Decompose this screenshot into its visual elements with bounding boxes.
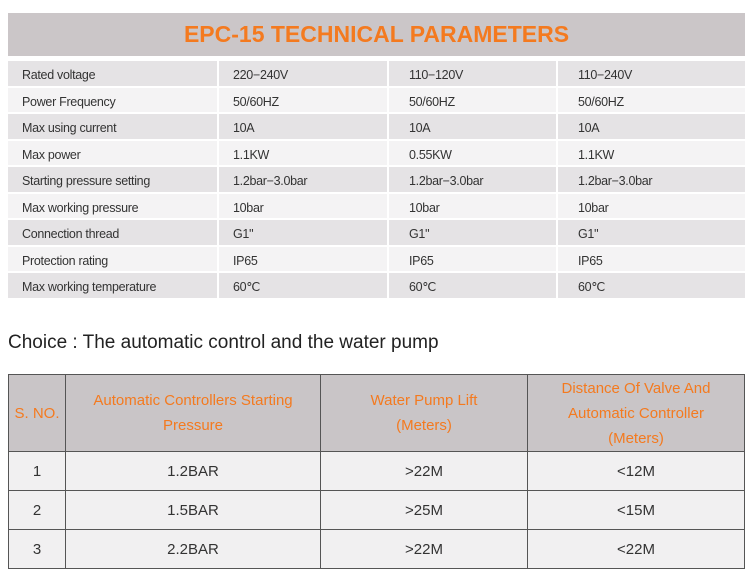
spec-table: Rated voltage 220−240V 110−120V 110−240V Po… <box>8 61 745 300</box>
param-value: G1" <box>558 220 745 247</box>
param-value: G1" <box>219 220 387 247</box>
param-label: Max working pressure <box>8 193 217 220</box>
param-value: 50/60HZ <box>389 87 556 114</box>
param-label: Power Frequency <box>8 87 217 114</box>
spec-row: Power Frequency 50/60HZ 50/60HZ 50/60HZ <box>8 87 745 114</box>
header-pump-lift: Water Pump Lift (Meters) <box>320 374 528 452</box>
param-value: 110−240V <box>558 61 745 88</box>
param-label: Connection thread <box>8 220 217 247</box>
spec-row: Max power 1.1KW 0.55KW 1.1KW <box>8 140 745 167</box>
param-label: Max working temperature <box>8 273 217 300</box>
param-value: G1" <box>389 220 556 247</box>
cell: <15M <box>527 490 745 530</box>
param-value: 10A <box>219 114 387 141</box>
param-value: 10A <box>558 114 745 141</box>
spec-row: Max working pressure 10bar 10bar 10bar <box>8 193 745 220</box>
cell: 1.5BAR <box>65 490 321 530</box>
cell: 2 <box>8 490 66 530</box>
spec-row: Protection rating IP65 IP65 IP65 <box>8 246 745 273</box>
table-row: 1 1.2BAR >22M <12M <box>8 451 745 491</box>
spec-row: Connection thread G1" G1" G1" <box>8 220 745 247</box>
choice-heading: Choice : The automatic control and the w… <box>8 332 439 353</box>
param-label: Protection rating <box>8 246 217 273</box>
cell: 1 <box>8 451 66 491</box>
cell: 3 <box>8 529 66 569</box>
cell: <12M <box>527 451 745 491</box>
page-title: EPC-15 TECHNICAL PARAMETERS <box>8 13 745 56</box>
param-value: 10bar <box>389 193 556 220</box>
param-value: 60℃ <box>219 273 387 300</box>
cell: 2.2BAR <box>65 529 321 569</box>
param-value: 220−240V <box>219 61 387 88</box>
param-value: 50/60HZ <box>558 87 745 114</box>
param-value: IP65 <box>219 246 387 273</box>
param-label: Max power <box>8 140 217 167</box>
param-label: Starting pressure setting <box>8 167 217 194</box>
param-label: Max using current <box>8 114 217 141</box>
choice-table: S. NO. Automatic Controllers Starting Pr… <box>8 374 745 569</box>
param-value: 1.2bar−3.0bar <box>389 167 556 194</box>
param-value: 1.1KW <box>219 140 387 167</box>
param-value: 0.55KW <box>389 140 556 167</box>
table-row: 2 1.5BAR >25M <15M <box>8 490 745 530</box>
param-value: 110−120V <box>389 61 556 88</box>
header-sno: S. NO. <box>8 374 66 452</box>
header-row: S. NO. Automatic Controllers Starting Pr… <box>8 374 745 452</box>
param-value: 1.2bar−3.0bar <box>219 167 387 194</box>
cell: >25M <box>320 490 528 530</box>
spec-row: Max working temperature 60℃ 60℃ 60℃ <box>8 273 745 300</box>
cell: >22M <box>320 529 528 569</box>
header-starting-pressure: Automatic Controllers Starting Pressure <box>65 374 321 452</box>
param-value: 60℃ <box>558 273 745 300</box>
param-value: IP65 <box>389 246 556 273</box>
cell: 1.2BAR <box>65 451 321 491</box>
spec-row: Max using current 10A 10A 10A <box>8 114 745 141</box>
param-value: 60℃ <box>389 273 556 300</box>
param-value: 1.2bar−3.0bar <box>558 167 745 194</box>
param-label: Rated voltage <box>8 61 217 88</box>
param-value: 1.1KW <box>558 140 745 167</box>
param-value: 50/60HZ <box>219 87 387 114</box>
param-value: 10bar <box>219 193 387 220</box>
cell: <22M <box>527 529 745 569</box>
header-distance: Distance Of Valve And Automatic Controll… <box>527 374 745 452</box>
spec-row: Starting pressure setting 1.2bar−3.0bar 1.… <box>8 167 745 194</box>
param-value: 10A <box>389 114 556 141</box>
spec-row: Rated voltage 220−240V 110−120V 110−240V <box>8 61 745 88</box>
param-value: 10bar <box>558 193 745 220</box>
cell: >22M <box>320 451 528 491</box>
param-value: IP65 <box>558 246 745 273</box>
table-row: 3 2.2BAR >22M <22M <box>8 529 745 569</box>
